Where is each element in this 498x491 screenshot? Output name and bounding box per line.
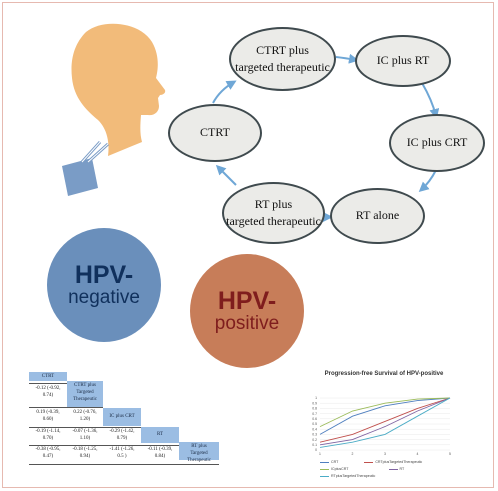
- x-tick-label: 4: [417, 452, 419, 456]
- legend-item-ic-crt: ICplusCRT: [320, 467, 349, 471]
- legend-swatch-crt: [320, 461, 329, 463]
- y-tick-label: 1: [315, 396, 317, 400]
- matrix-bottom-rule: [29, 464, 219, 465]
- node-ctrt: CTRT: [168, 104, 262, 162]
- series-line-3: [319, 397, 451, 446]
- arrow-rt-targeted-to-ctrt: [215, 164, 237, 186]
- node-ic-rt: IC plus RT: [355, 35, 451, 87]
- series-line-4: [319, 397, 451, 448]
- y-tick-label: 0.6: [312, 417, 317, 421]
- arrow-ctrt-to-ctrt-targeted: [212, 80, 237, 104]
- neck-device-icon: [62, 158, 98, 196]
- x-tick-label: 1: [319, 452, 321, 456]
- chart-title: Progression-free Survival of HPV-positiv…: [324, 371, 444, 377]
- legend-item-crt: CRT: [320, 460, 338, 464]
- matrix-cell-r3c3: -0.11 (-0.39, 0.84): [141, 445, 179, 463]
- y-tick-label: 0.5: [312, 422, 317, 426]
- hpv-positive-circle: HPV- positive: [190, 254, 304, 368]
- legend-item-rt: RT: [388, 467, 404, 471]
- node-ic-crt: IC plus CRT: [389, 114, 485, 172]
- hpv-positive-line1: HPV-: [217, 286, 277, 315]
- arrow-ic-crt-to-rt-alone: [418, 169, 437, 192]
- y-tick-label: 0: [315, 448, 317, 452]
- arrow-ctrt-targeted-to-ic-rt: [335, 53, 359, 64]
- x-tick-label: 5: [449, 452, 451, 456]
- y-tick-label: 0.7: [312, 412, 317, 416]
- hpv-negative-line2: negative: [68, 287, 140, 309]
- legend-swatch-rt: [388, 468, 398, 470]
- head-illustration: [62, 23, 166, 196]
- matrix-header-4: RT plus Targeted Therapeutic: [179, 442, 219, 463]
- matrix-header-2: IC plus CRT: [103, 408, 141, 426]
- legend-swatch-crt-targeted: [364, 461, 374, 463]
- arrow-ic-rt-to-ic-crt: [421, 82, 440, 119]
- legend-item-rt-targeted: RTplusTargetedTherapeutic: [320, 474, 375, 478]
- y-tick-label: 0.8: [312, 407, 317, 411]
- matrix-header-0: CTRT: [29, 372, 67, 381]
- legend-swatch-rt-targeted: [320, 475, 329, 477]
- series-line-2: [319, 397, 451, 428]
- arrow-rt-alone-to-rt-targeted: [322, 212, 333, 223]
- matrix-cell-r2c1: -0.07 (-1.36, 1.10): [67, 427, 103, 443]
- hpv-negative-line1: HPV-: [74, 260, 134, 289]
- chart-legend: CRT CRTplusTargetedTherapeutic ICplusCRT…: [320, 460, 470, 478]
- x-tick-label: 3: [384, 452, 386, 456]
- matrix-cell-r0c0: -0.12 (-0.92, 0.74): [29, 383, 67, 407]
- y-tick-label: 0.1: [312, 443, 317, 447]
- matrix-cell-r2c2: -0.29 (-1.42, 0.79): [103, 427, 141, 443]
- y-tick-label: 0.4: [312, 427, 317, 431]
- node-rt-targeted: RT plus targeted therapeutic: [222, 182, 325, 244]
- series-line-0: [319, 397, 451, 435]
- matrix-cell-r2c0: -0.19 (-1.14, 0.70): [29, 427, 67, 443]
- hpv-negative-circle: HPV- negative: [47, 228, 161, 342]
- head-silhouette: [71, 23, 166, 157]
- x-tick-label: 2: [352, 452, 354, 456]
- y-tick-label: 0.2: [312, 438, 317, 442]
- matrix-header-1: CTRT plus Targeted Therapeutic: [67, 381, 103, 408]
- matrix-cell-r1c1: 0.22 (-0.76, 1.20): [67, 407, 103, 427]
- series-line-1: [319, 397, 451, 443]
- matrix-cell-r3c2: -1.41 (-1.26, 0.5 ): [103, 445, 141, 463]
- y-tick-label: 0.3: [312, 433, 317, 437]
- legend-swatch-ic-crt: [320, 468, 329, 470]
- node-rt-alone: RT alone: [330, 188, 425, 244]
- y-tick-label: 0.9: [312, 401, 317, 405]
- matrix-cell-r3c0: -0.38 (-0.95, 0.47): [29, 445, 67, 463]
- chart-plot: 00.10.20.30.40.50.60.70.80.911 2 3 4 5: [312, 396, 451, 456]
- pfs-chart: Progression-free Survival of HPV-positiv…: [298, 364, 470, 484]
- matrix-header-3: RT: [141, 427, 179, 443]
- matrix-cell-r3c1: -0.18 (-1.25, 0.94): [67, 445, 103, 463]
- legend-item-crt-targeted: CRTplusTargetedTherapeutic: [364, 460, 422, 464]
- matrix-cell-r1c0: 0.19 (-0.39, 0.60): [29, 407, 67, 427]
- node-ctrt-targeted: CTRT plus targeted therapeutic: [229, 27, 336, 91]
- hpv-positive-line2: positive: [214, 313, 280, 335]
